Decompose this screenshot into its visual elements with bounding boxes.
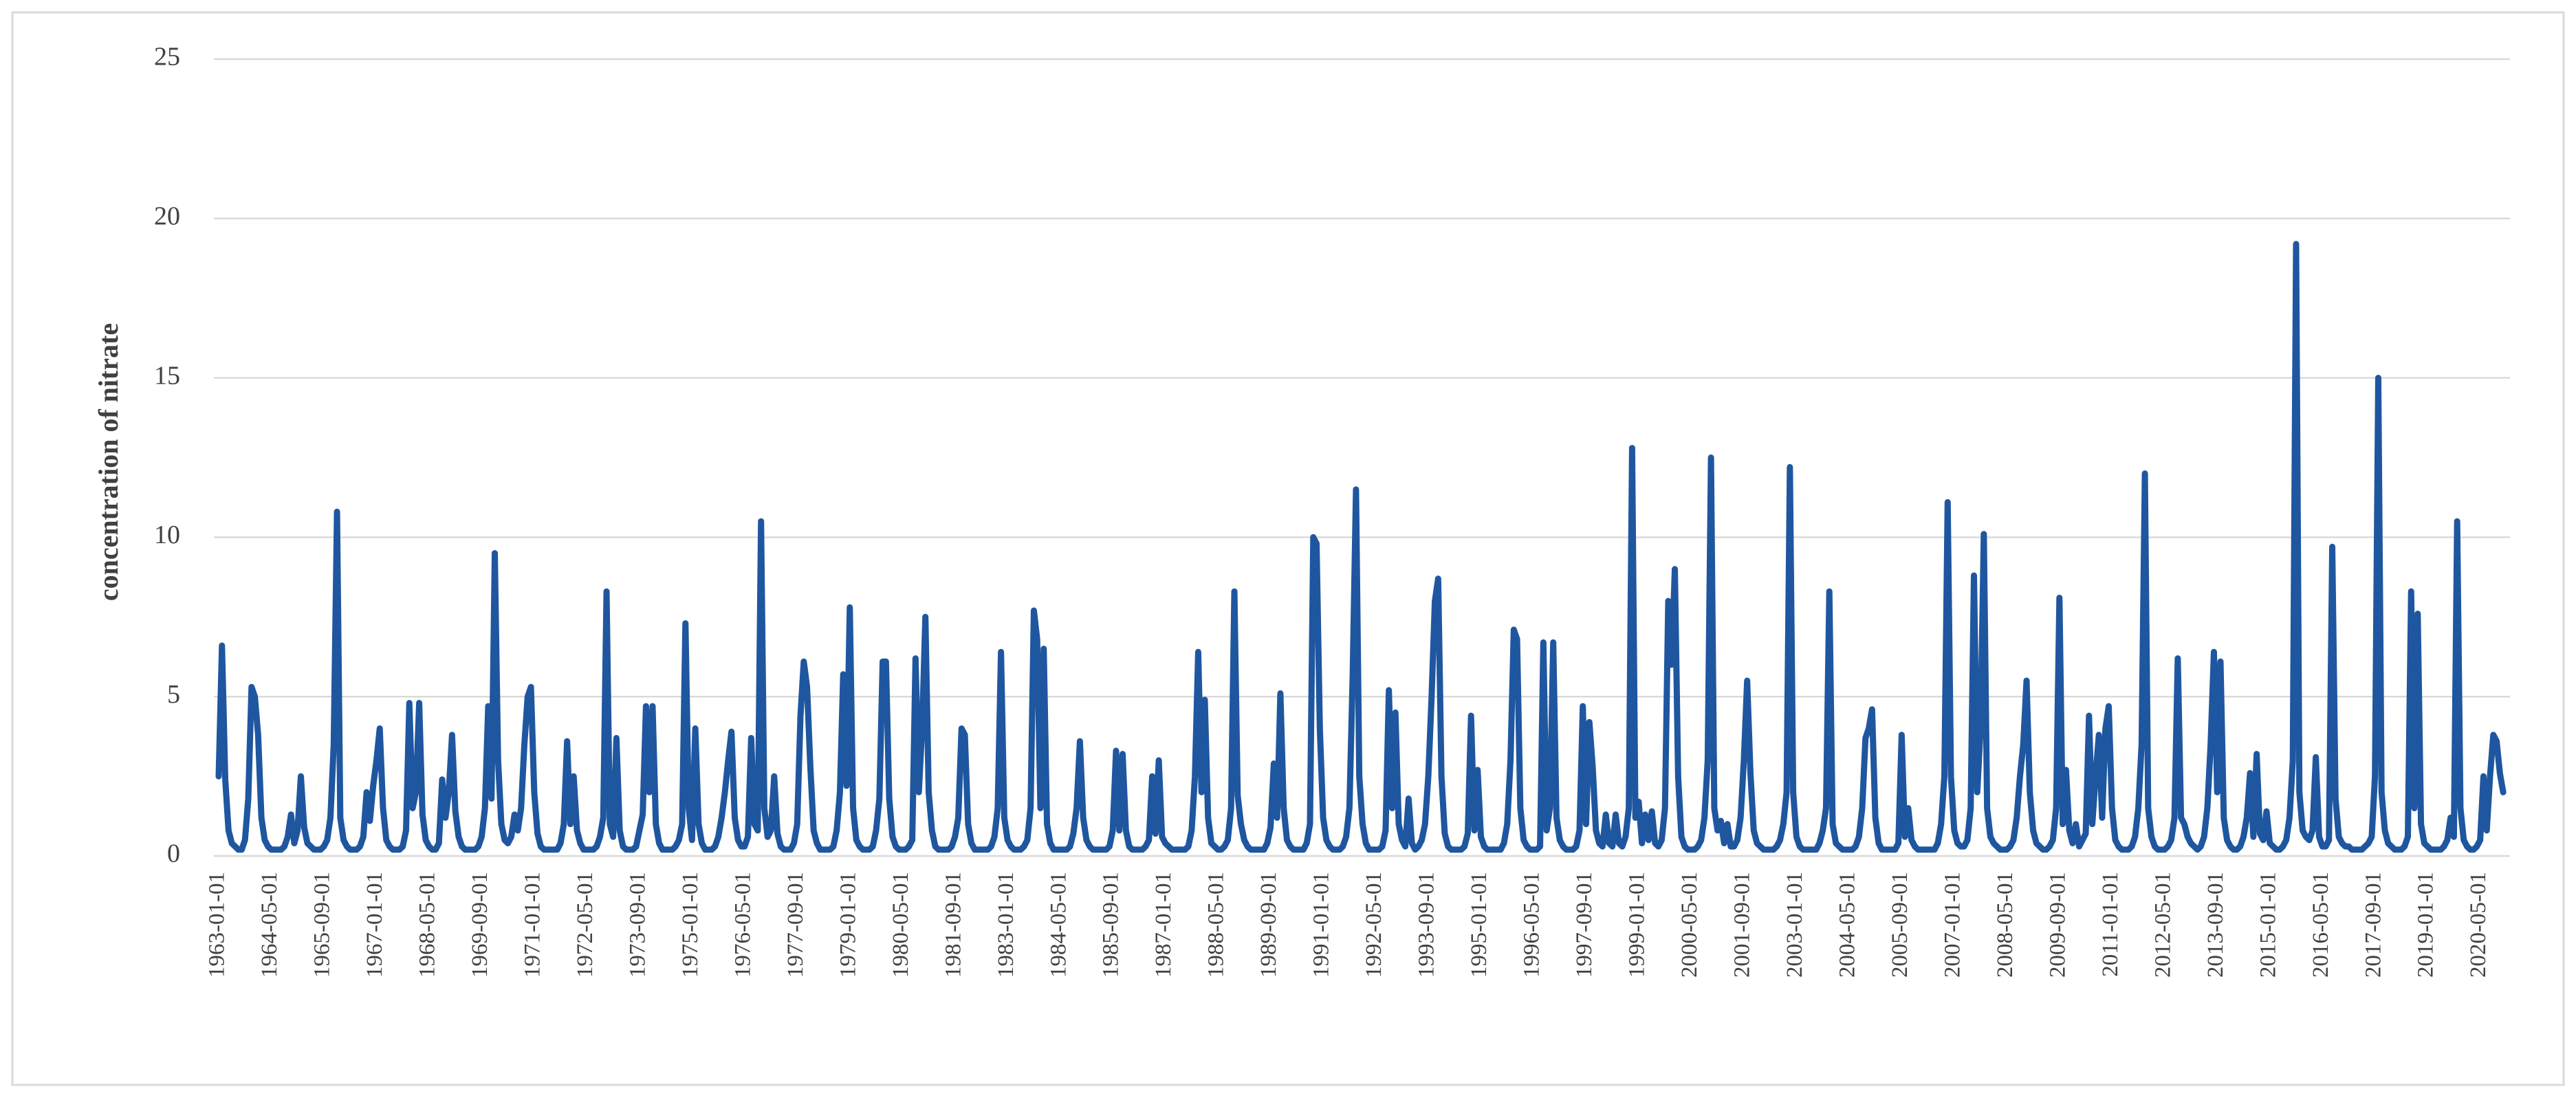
x-tick-label: 1993-09-01 [1415,872,1439,978]
x-tick-label: 1979-01-01 [836,872,860,978]
x-tick-label: 1987-01-01 [1151,872,1176,978]
x-tick-label: 2000-05-01 [1677,872,1702,978]
x-tick-label: 1964-05-01 [257,872,282,978]
x-tick-label: 1981-09-01 [941,872,965,978]
x-tick-label: 1972-05-01 [573,872,598,978]
y-tick-label: 10 [154,520,180,549]
x-tick-label: 1991-01-01 [1309,872,1334,978]
x-tick-label: 2009-09-01 [2045,872,2070,978]
x-tick-label: 1989-09-01 [1256,872,1281,978]
x-tick-label: 1985-09-01 [1099,872,1124,978]
x-tick-label: 1971-01-01 [520,872,545,978]
x-tick-label: 2007-01-01 [1940,872,1965,978]
chart-frame [11,11,2565,1086]
x-tick-label: 2019-01-01 [2414,872,2438,978]
x-tick-label: 1976-05-01 [730,872,755,978]
y-tick-label: 5 [167,680,180,709]
x-tick-label: 1999-01-01 [1625,872,1650,978]
x-tick-label: 1963-01-01 [205,872,230,978]
x-tick-label: 2011-01-01 [2098,872,2123,977]
x-tick-label: 1988-05-01 [1204,872,1229,978]
x-tick-label: 2008-05-01 [1993,872,2018,978]
x-tick-label: 1996-05-01 [1520,872,1544,978]
x-tick-label: 2003-01-01 [1782,872,1807,978]
x-tick-label: 1975-01-01 [678,872,703,978]
x-tick-label: 1973-09-01 [625,872,650,978]
x-tick-label: 2013-09-01 [2203,872,2228,978]
x-tick-label: 2005-09-01 [1888,872,1912,978]
x-tick-label: 1969-09-01 [468,872,492,978]
x-tick-label: 1997-09-01 [1572,872,1597,978]
x-tick-label: 2012-05-01 [2150,872,2175,978]
data-line [215,241,2507,853]
y-axis-label: concentration of nitrate [93,323,124,601]
x-tick-label: 1980-05-01 [888,872,913,978]
x-tick-label: 2020-05-01 [2466,872,2491,978]
x-tick-label: 1968-05-01 [415,872,439,978]
y-tick-label: 25 [154,43,180,72]
x-tick-label: 2017-09-01 [2361,872,2386,978]
y-tick-label: 20 [154,202,180,231]
x-tick-label: 2016-05-01 [2308,872,2333,978]
y-tick-label: 15 [154,361,180,390]
x-tick-label: 2004-05-01 [1835,872,1859,978]
y-tick-label: 0 [167,839,180,868]
x-tick-label: 1967-01-01 [362,872,387,978]
x-tick-label: 1995-01-01 [1467,872,1492,978]
x-tick-label: 1992-05-01 [1362,872,1386,978]
x-tick-label: 1977-09-01 [783,872,808,978]
x-tick-label: 2015-01-01 [2256,872,2280,978]
x-tick-label: 2001-09-01 [1729,872,1754,978]
x-tick-label: 1965-09-01 [310,872,335,978]
x-tick-label: 1983-01-01 [994,872,1018,978]
x-tick-label: 1984-05-01 [1046,872,1071,978]
